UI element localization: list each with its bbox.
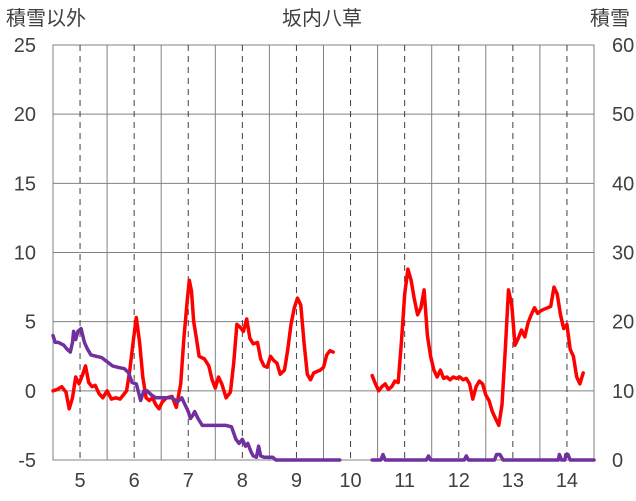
right-tick-label: 40 [612, 173, 634, 195]
right-tick-label: 60 [612, 35, 634, 57]
temperature-line [51, 278, 335, 411]
left-tick-label: 10 [14, 243, 36, 265]
left-tick-label: 15 [14, 173, 36, 195]
plot-area [52, 44, 595, 461]
left-axis-ticks: 25 20 15 10 5 0 -5 [14, 35, 36, 472]
snow-depth-line [370, 452, 596, 462]
right-tick-label: 50 [612, 104, 634, 126]
x-axis-ticks: 5 6 7 8 9 10 11 12 13 14 [74, 470, 578, 492]
x-tick-label: 5 [74, 470, 85, 492]
right-tick-label: 20 [612, 312, 634, 334]
chart-title: 坂内八草 [282, 7, 362, 30]
left-axis-label: 積雪以外 [6, 7, 86, 30]
right-axis-ticks: 60 50 40 30 20 10 0 [612, 35, 634, 472]
x-tick-label: 13 [502, 470, 524, 492]
x-tick-label: 11 [394, 470, 415, 492]
left-tick-label: 5 [25, 312, 36, 334]
right-axis-label: 積雪 [590, 7, 630, 30]
right-tick-label: 30 [612, 243, 634, 265]
x-tick-label: 9 [291, 470, 302, 492]
x-tick-label: 6 [129, 470, 140, 492]
x-tick-label: 12 [448, 470, 470, 492]
temperature-line [370, 267, 585, 428]
left-tick-label: -5 [18, 450, 36, 472]
left-tick-label: 0 [25, 381, 36, 403]
x-tick-label: 7 [183, 470, 194, 492]
x-tick-label: 10 [339, 470, 361, 492]
right-tick-label: 10 [612, 381, 634, 403]
x-tick-label: 14 [556, 470, 578, 492]
left-tick-label: 25 [14, 35, 36, 57]
right-tick-label: 0 [612, 450, 623, 472]
snow-depth-line [51, 326, 342, 462]
x-tick-label: 8 [237, 470, 248, 492]
left-tick-label: 20 [14, 104, 36, 126]
series-layer [51, 267, 596, 462]
